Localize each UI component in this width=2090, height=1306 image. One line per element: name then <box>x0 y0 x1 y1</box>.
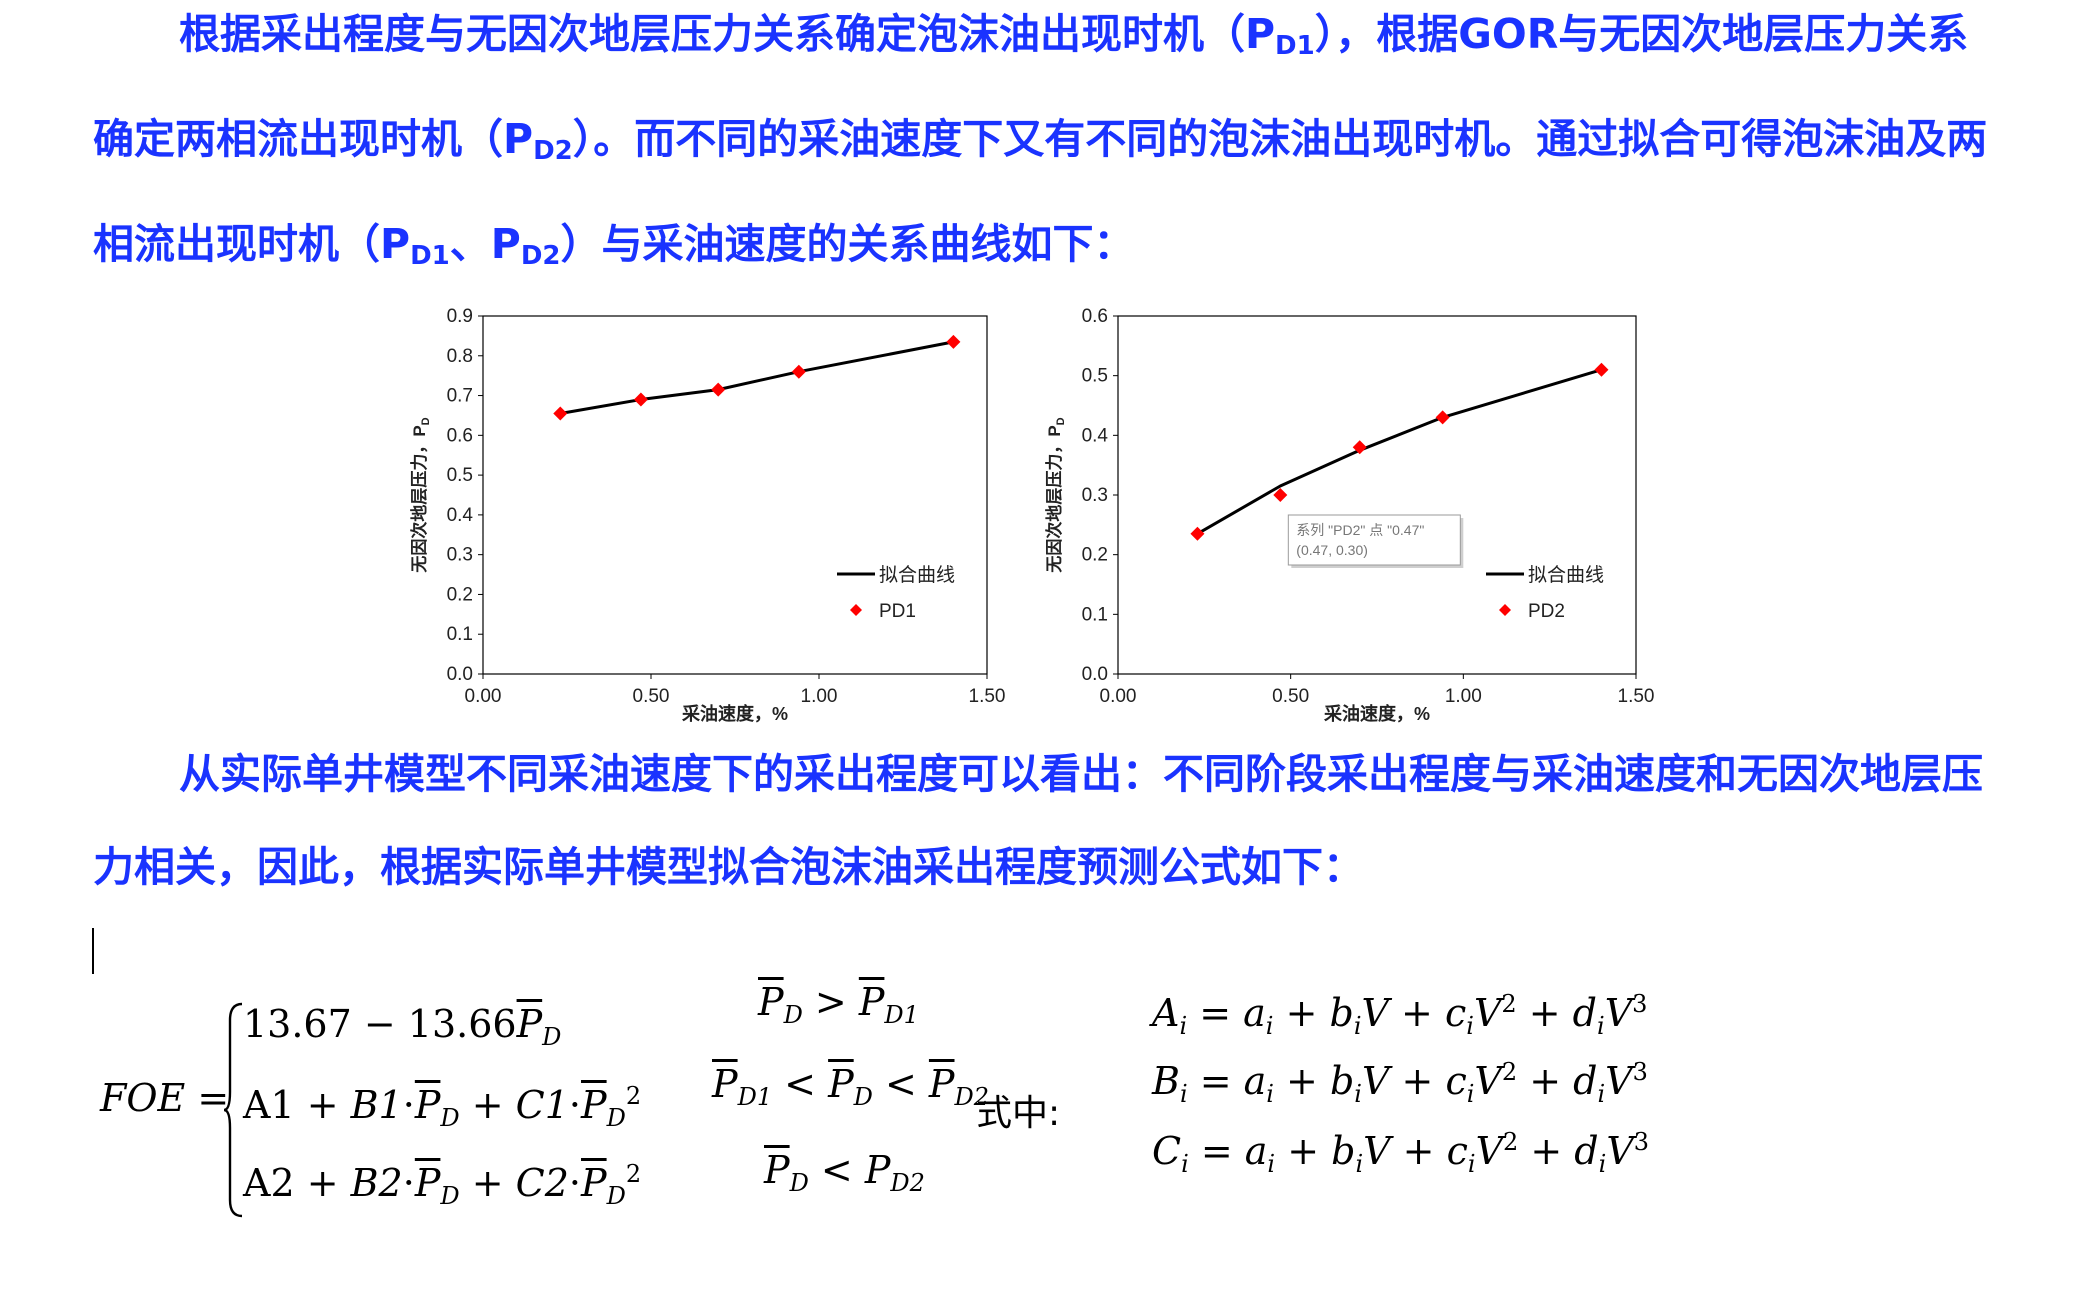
legend-label-fit: 拟合曲线 <box>1528 564 1604 586</box>
brace <box>223 1002 243 1218</box>
data-point-marker <box>553 406 568 421</box>
foe-case-3: A2 + B2·PD + C2·PD2 <box>243 1160 642 1210</box>
data-point-marker <box>1594 362 1609 377</box>
y-tick-label: 0.5 <box>447 465 473 486</box>
y-tick-label: 0.3 <box>1082 485 1108 506</box>
x-axis-label: 采油速度，% <box>1323 703 1430 724</box>
conclusion-paragraph: 从实际单井模型不同采油速度下的采出程度可以看出：不同阶段采出程度与采油速度和无因… <box>93 750 1983 891</box>
coef-a-formula: Ai = ai + biV + ciV2 + diV3 <box>1152 990 1648 1040</box>
x-axis-label: 采油速度，% <box>681 703 788 724</box>
y-tick-label: 0.8 <box>447 346 473 367</box>
tooltip-line-2: (0.47, 0.30) <box>1296 542 1368 558</box>
y-tick-label: 0.2 <box>447 584 473 605</box>
foe-case-1: 13.67 − 13.66PD <box>243 1002 562 1051</box>
data-point-marker <box>1190 526 1205 541</box>
y-axis-label: 无因次地层压力，PD <box>1044 417 1067 573</box>
x-tick-label: 0.00 <box>1100 686 1137 707</box>
data-point-marker <box>1273 488 1288 502</box>
x-tick-label: 0.00 <box>465 686 502 707</box>
plot-area <box>1117 315 1637 675</box>
y-tick-label: 0.4 <box>1082 425 1109 446</box>
data-point-marker <box>1435 410 1450 425</box>
x-tick-label: 1.00 <box>1445 686 1482 707</box>
data-point-marker <box>791 364 806 379</box>
point-tooltip: 系列 "PD2" 点 "0.47" (0.47, 0.30) <box>1287 514 1464 568</box>
text-cursor <box>92 928 94 974</box>
y-tick-label: 0.0 <box>1082 664 1108 685</box>
y-tick-label: 0.7 <box>447 386 473 407</box>
y-axis-label: 无因次地层压力，PD <box>409 417 432 573</box>
x-tick-label: 0.50 <box>1272 686 1309 707</box>
y-tick-label: 0.2 <box>1082 545 1108 566</box>
condition-1: PD > PD1 <box>758 980 919 1029</box>
data-point-marker <box>633 392 648 407</box>
y-tick-label: 0.6 <box>1082 306 1108 327</box>
plot-area <box>482 315 988 675</box>
y-tick-label: 0.0 <box>447 664 473 685</box>
where-label: 式中: <box>976 1093 1061 1134</box>
x-tick-label: 1.50 <box>1618 686 1655 707</box>
x-tick-label: 0.50 <box>633 686 670 707</box>
pd1-chart: 0.0 0.1 0.2 0.3 0.4 0.5 0.6 0.7 0.8 0.9 0.00 0.50 1.… <box>409 306 1006 724</box>
legend-marker-swatch <box>850 604 862 616</box>
y-tick-label: 0.9 <box>447 306 473 327</box>
tooltip-line-1: 系列 "PD2" 点 "0.47" <box>1296 522 1424 538</box>
data-point-marker <box>946 334 961 349</box>
x-tick-label: 1.50 <box>969 686 1006 707</box>
y-tick-label: 0.1 <box>1082 604 1108 625</box>
y-tick-label: 0.5 <box>1082 366 1108 387</box>
legend-marker-swatch <box>1499 604 1511 616</box>
y-tick-label: 0.4 <box>447 505 474 526</box>
tooltip-box <box>1287 514 1461 566</box>
intro-paragraph: 根据采出程度与无因次地层压力关系确定泡沫油出现时机（PD1），根据GOR与无因次… <box>93 10 1988 271</box>
y-tick-label: 0.3 <box>447 545 473 566</box>
legend-label-points: PD2 <box>1528 601 1565 622</box>
pd2-chart: 0.0 0.1 0.2 0.3 0.4 0.5 0.6 0.00 0.50 1.00 1.50 采油速… <box>1044 306 1655 724</box>
condition-3: PD < PD2 <box>764 1148 925 1197</box>
y-tick-label: 0.1 <box>447 624 473 645</box>
legend-label-points: PD1 <box>879 601 916 622</box>
data-point-marker <box>1352 440 1367 455</box>
y-tick-label: 0.6 <box>447 425 473 446</box>
coef-c-formula: Ci = ai + biV + ciV2 + diV3 <box>1152 1128 1650 1178</box>
x-tick-label: 1.00 <box>801 686 838 707</box>
foe-case-2: A1 + B1·PD + C1·PD2 <box>243 1082 642 1132</box>
data-point-marker <box>711 382 726 397</box>
foe-label: FOE = <box>100 1076 230 1120</box>
coef-b-formula: Bi = ai + biV + ciV2 + diV3 <box>1152 1058 1648 1108</box>
condition-2: PD1 < PD < PD2 <box>712 1062 990 1111</box>
legend-label-fit: 拟合曲线 <box>879 564 955 586</box>
